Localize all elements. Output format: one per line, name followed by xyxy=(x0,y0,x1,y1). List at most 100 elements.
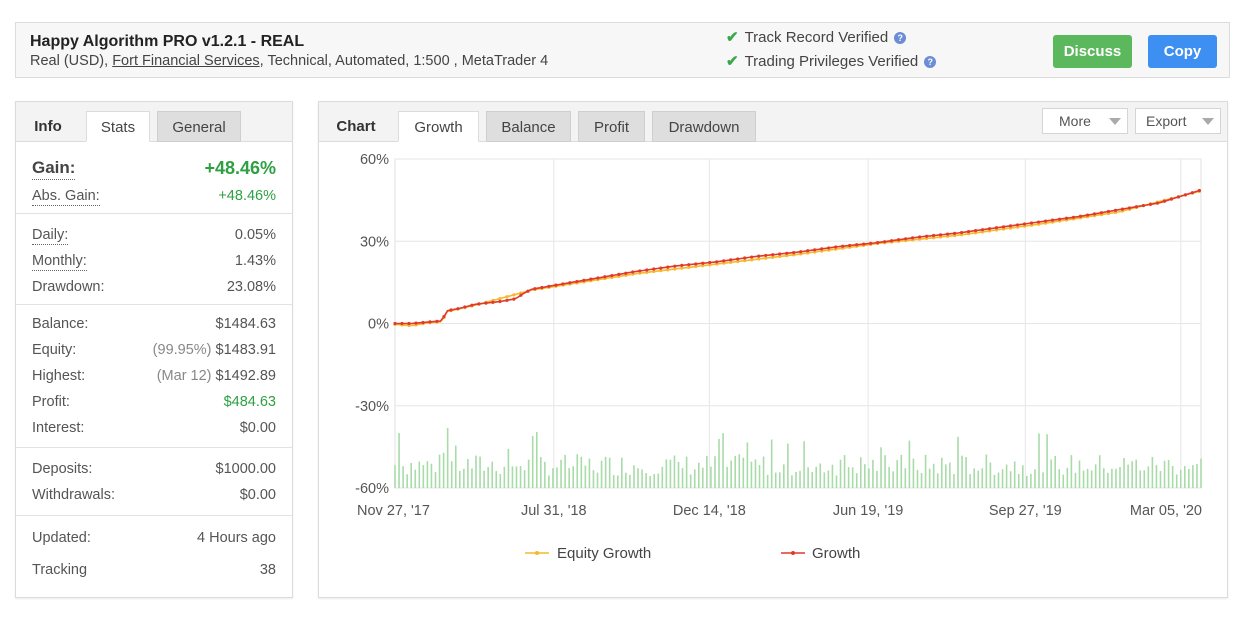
volume-bar xyxy=(511,466,514,488)
growth-point xyxy=(554,283,558,287)
x-tick-label: Mar 05, '20 xyxy=(1130,503,1202,519)
equity-growth-point xyxy=(680,266,684,270)
volume-bar xyxy=(957,436,959,488)
drawdown-row: Drawdown: 23.08% xyxy=(32,274,276,300)
gain-label[interactable]: Gain: xyxy=(32,157,76,180)
volume-bar xyxy=(693,469,696,488)
growth-point xyxy=(1197,188,1201,193)
volume-bar xyxy=(1179,469,1182,488)
volume-bar xyxy=(742,457,745,488)
volume-bar xyxy=(1001,469,1004,488)
growth-point xyxy=(470,303,474,307)
growth-point xyxy=(435,319,439,323)
tab-growth[interactable]: Growth xyxy=(398,111,479,142)
volume-bar xyxy=(851,467,854,488)
volume-bar xyxy=(637,468,639,488)
system-header: Happy Algorithm PRO v1.2.1 - REAL Real (… xyxy=(15,22,1230,78)
volume-bar xyxy=(1078,460,1081,488)
growth-point xyxy=(764,253,768,258)
export-dropdown[interactable]: Export xyxy=(1135,108,1221,134)
daily-label[interactable]: Daily: xyxy=(32,227,69,245)
highest-value: $1492.89 xyxy=(215,368,276,384)
growth-chart: 60% 30% 0% -30% -60% Nov 27, '17 Jul 31, '18 De… xyxy=(355,152,1202,562)
volume-bar xyxy=(588,458,591,488)
volume-bar xyxy=(600,460,603,488)
help-icon[interactable]: ? xyxy=(894,32,907,44)
volume-bar xyxy=(661,466,664,488)
volume-bar xyxy=(487,467,489,488)
growth-point xyxy=(757,254,761,258)
growth-point xyxy=(456,307,460,311)
growth-point xyxy=(799,250,803,254)
account-section: Balance: $1484.63 Equity: (99.95%) $1483.… xyxy=(16,305,292,448)
discuss-button[interactable]: Discuss xyxy=(1053,35,1132,68)
volume-bar xyxy=(540,457,542,488)
subtitle-prefix: Real (USD), xyxy=(30,53,113,69)
volume-bar xyxy=(949,462,951,488)
volume-bar xyxy=(442,452,445,488)
growth-point xyxy=(827,246,831,250)
growth-point xyxy=(834,245,838,249)
growth-point xyxy=(931,233,936,238)
copy-button[interactable]: Copy xyxy=(1148,35,1217,68)
help-icon[interactable]: ? xyxy=(924,56,937,68)
tab-info[interactable]: Info xyxy=(34,118,62,135)
volume-bar xyxy=(702,467,704,488)
volume-bar xyxy=(1151,456,1154,488)
volume-bar xyxy=(576,454,579,488)
volume-bar xyxy=(750,461,753,488)
abs-gain-label[interactable]: Abs. Gain: xyxy=(32,188,100,206)
volume-bar xyxy=(1119,466,1121,488)
trading-privileges-verified: ✔ Trading Privileges Verified? xyxy=(726,52,937,70)
volume-bar xyxy=(446,428,449,488)
volume-bar xyxy=(815,466,818,488)
volume-bar xyxy=(754,459,757,488)
growth-point xyxy=(1113,208,1118,212)
interest-row: Interest: $0.00 xyxy=(32,415,276,441)
volume-bar xyxy=(904,468,907,488)
volume-bar xyxy=(629,474,631,488)
volume-bar xyxy=(556,467,558,488)
growth-point xyxy=(610,273,614,278)
growth-point xyxy=(1085,213,1090,217)
volume-bar xyxy=(977,470,980,488)
monthly-label[interactable]: Monthly: xyxy=(32,253,87,271)
tab-chart[interactable]: Chart xyxy=(336,118,376,135)
volume-bar xyxy=(1082,470,1085,488)
growth-point xyxy=(911,236,915,240)
equity-growth-point xyxy=(1022,224,1027,228)
equity-growth-point xyxy=(757,257,761,261)
tab-drawdown[interactable]: Drawdown xyxy=(652,111,756,142)
tab-balance[interactable]: Balance xyxy=(486,111,571,142)
volume-bar xyxy=(799,470,801,488)
growth-point xyxy=(498,299,502,304)
volume-bar xyxy=(535,432,538,488)
volume-bar xyxy=(803,441,805,488)
volume-bar xyxy=(1163,460,1166,488)
volume-bar xyxy=(479,456,481,488)
tab-profit[interactable]: Profit xyxy=(578,111,645,142)
tracking-row: Tracking 38 xyxy=(32,557,276,583)
volume-bar xyxy=(1098,455,1101,488)
growth-point xyxy=(659,266,663,270)
growth-point xyxy=(1190,191,1194,195)
chevron-down-icon xyxy=(1109,118,1121,125)
equity-growth-point xyxy=(694,264,698,269)
tab-general[interactable]: General xyxy=(157,111,241,142)
volume-bar xyxy=(450,461,453,488)
growth-point xyxy=(1015,223,1020,227)
volume-bar xyxy=(697,462,700,488)
volume-bar xyxy=(1196,463,1198,488)
more-dropdown[interactable]: More xyxy=(1042,108,1128,134)
growth-point xyxy=(1078,214,1083,218)
equity-growth-point xyxy=(1029,223,1034,227)
growth-point xyxy=(715,260,719,264)
broker-link[interactable]: Fort Financial Services xyxy=(112,53,260,69)
volume-bar xyxy=(463,468,465,488)
equity-growth-point xyxy=(973,231,978,235)
growth-point xyxy=(1141,203,1146,208)
volume-bar xyxy=(422,465,425,488)
tab-stats[interactable]: Stats xyxy=(86,111,150,142)
equity-percent: (99.95%) xyxy=(152,342,212,358)
abs-gain-row: Abs. Gain: +48.46% xyxy=(32,183,276,209)
